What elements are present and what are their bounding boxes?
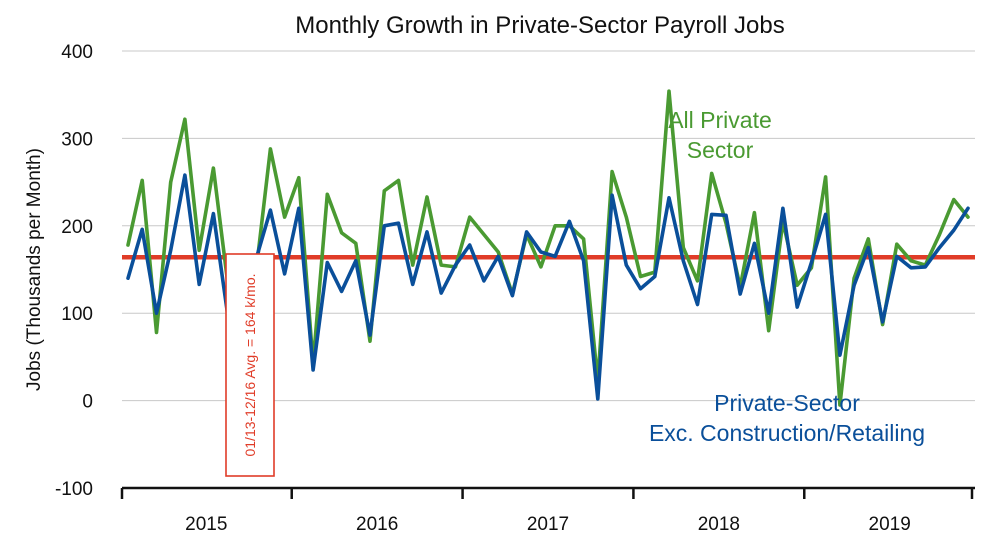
annotation-label: 01/13-12/16 Avg. = 164 k/mo.	[242, 273, 258, 456]
chart-title: Monthly Growth in Private-Sector Payroll…	[295, 12, 785, 39]
x-tick-label: 2016	[356, 514, 398, 535]
series-label-1: Sector	[687, 137, 754, 163]
x-tick-label: 2017	[527, 514, 569, 535]
y-axis-tick-labels: -100 0 100 200 300 400	[55, 42, 93, 500]
annotation-box	[225, 253, 275, 477]
y-tick-label: 400	[61, 42, 93, 63]
series-line-2	[126, 173, 970, 401]
x-tick-label: 2015	[185, 514, 227, 535]
y-tick-label: -100	[55, 479, 93, 500]
series-label-1: All Private	[668, 107, 772, 133]
series-label-2: Exc. Construction/Retailing	[649, 420, 925, 446]
y-tick-label: 100	[61, 304, 93, 325]
y-tick-label: 0	[82, 392, 93, 413]
x-axis: 2015 2016 2017 2018 2019	[120, 486, 975, 535]
x-tick-label: 2018	[698, 514, 740, 535]
x-tick-label: 2019	[869, 514, 911, 535]
y-tick-label: 200	[61, 217, 93, 238]
average-annotation: 01/13-12/16 Avg. = 164 k/mo.	[225, 253, 275, 477]
y-axis-label: Jobs (Thousands per Month)	[24, 148, 45, 391]
series-lines	[126, 89, 970, 407]
series-labels: All Private Sector Private-Sector Exc. Cons…	[649, 107, 925, 446]
y-tick-label: 300	[61, 129, 93, 150]
series-line-1	[126, 89, 970, 407]
series-label-2: Private-Sector	[714, 390, 860, 416]
